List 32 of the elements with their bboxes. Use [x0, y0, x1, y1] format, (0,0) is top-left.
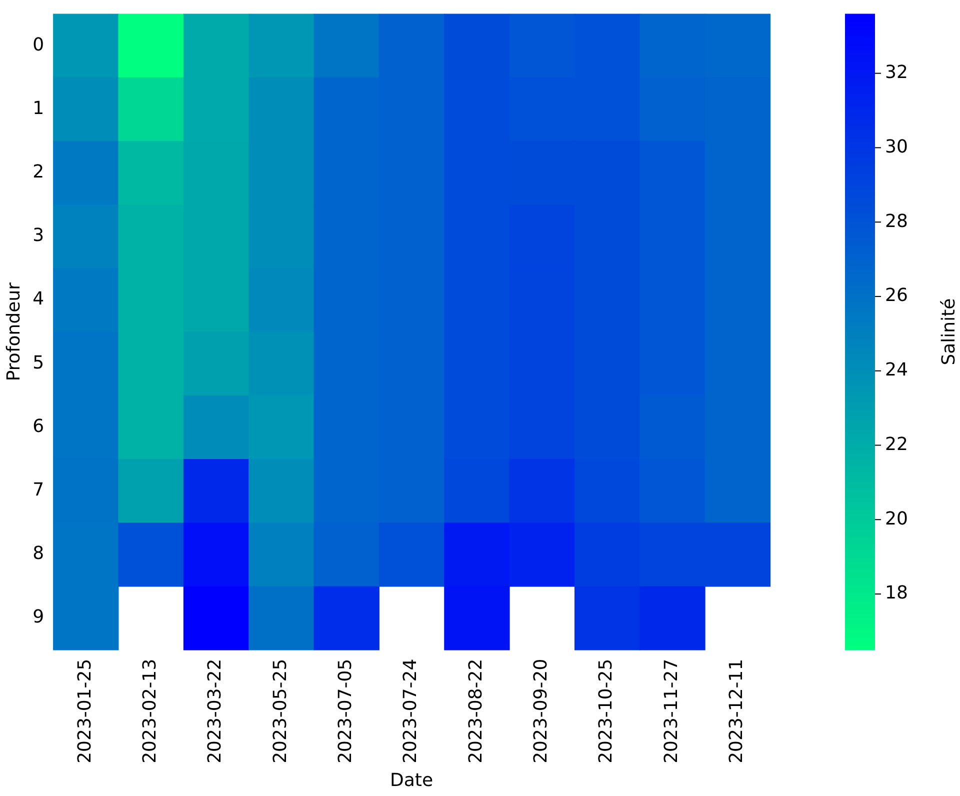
color-bar-label: 28: [885, 210, 908, 232]
y-tick-label: 2: [32, 161, 44, 182]
color-bar-label: 30: [885, 136, 908, 158]
color-bar-label: 32: [885, 62, 908, 83]
y-tick-label: 1: [32, 98, 44, 119]
x-tick-label: 2023-08-22: [465, 658, 486, 764]
y-tick-label: 7: [32, 479, 44, 500]
color-bar-label: 18: [885, 582, 908, 604]
color-bar-label: 26: [885, 285, 908, 306]
color-bar-label: 20: [885, 508, 908, 530]
x-tick-label: 2023-09-20: [530, 658, 552, 764]
x-tick-label: 2023-03-22: [204, 658, 226, 764]
x-tick-label: 2023-11-27: [660, 658, 682, 764]
y-tick-label: 4: [32, 288, 44, 310]
x-tick-label: 2023-07-24: [400, 658, 422, 764]
y-tick-label: 8: [32, 543, 44, 564]
x-tick-label: 2023-02-13: [139, 658, 160, 764]
x-tick-label: 2023-01-25: [74, 658, 96, 764]
x-axis-title: Date: [390, 770, 434, 791]
color-bar-label: 22: [885, 434, 908, 455]
color-bar-label: 24: [885, 360, 908, 381]
color-bar-title: Salinité: [938, 298, 960, 366]
y-tick-label: 9: [32, 606, 44, 628]
y-tick-label: 6: [32, 416, 44, 437]
y-tick-label: 5: [32, 352, 44, 374]
x-tick-label: 2023-10-25: [596, 658, 617, 764]
y-axis-title: Profondeur: [3, 282, 24, 382]
x-tick-label: 2023-07-05: [335, 658, 356, 764]
x-tick-label: 2023-05-25: [270, 658, 291, 764]
y-tick-label: 3: [32, 225, 44, 246]
y-tick-label: 0: [32, 34, 44, 56]
x-tick-label: 2023-12-11: [726, 658, 748, 764]
